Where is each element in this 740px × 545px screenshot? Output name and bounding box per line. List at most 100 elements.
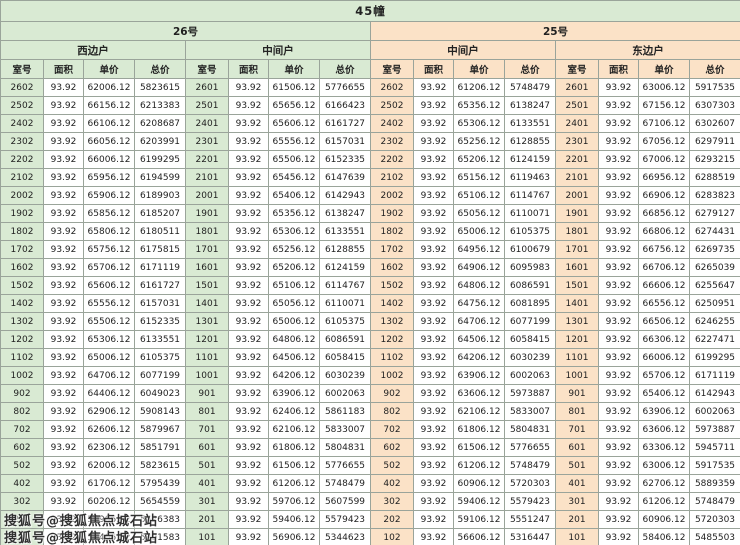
- cell-total: 6128855: [319, 240, 371, 259]
- cell-unit-price: 65606.12: [268, 114, 320, 133]
- cell-unit-price: 65506.12: [268, 150, 320, 169]
- cell-room: 802: [370, 402, 414, 421]
- unit-type-row: 西边户 中间户 中间户 东边户: [0, 40, 740, 60]
- cell-room: 101: [555, 528, 599, 545]
- cell-area: 93.92: [413, 438, 454, 457]
- col-header-room: 室号: [370, 59, 414, 79]
- cell-room: 702: [370, 420, 414, 439]
- table-row: 902 93.92 64406.12 6049023 901 93.92 63906.12 6…: [0, 384, 740, 403]
- cell-total: 6199295: [688, 348, 740, 367]
- cell-unit-price: 63006.12: [638, 78, 690, 97]
- cell-unit-price: 64206.12: [453, 348, 505, 367]
- cell-unit-price: 66606.12: [638, 276, 690, 295]
- cell-area: 93.92: [228, 240, 269, 259]
- cell-room: 902: [0, 384, 44, 403]
- col-header-unit-price: 单价: [453, 59, 505, 79]
- cell-room: 401: [185, 474, 229, 493]
- cell-unit-price: 61806.12: [453, 420, 505, 439]
- cell-area: 93.92: [413, 384, 454, 403]
- cell-room: 1601: [555, 258, 599, 277]
- cell-unit-price: 56906.12: [268, 528, 320, 545]
- cell-room: 1601: [185, 258, 229, 277]
- cell-room: 2001: [185, 186, 229, 205]
- cell-unit-price: 64506.12: [268, 348, 320, 367]
- cell-area: 93.92: [43, 96, 84, 115]
- cell-area: 93.92: [228, 114, 269, 133]
- table-row: 102 93.92 57406.12 5391583 101 93.92 56906.12 5…: [0, 528, 740, 545]
- cell-unit-price: 65106.12: [268, 276, 320, 295]
- cell-unit-price: 63606.12: [453, 384, 505, 403]
- cell-area: 93.92: [598, 312, 639, 331]
- col-header-area: 面积: [598, 59, 639, 79]
- cell-room: 1001: [185, 366, 229, 385]
- table-row: 1102 93.92 65006.12 6105375 1101 93.92 64506.1…: [0, 348, 740, 367]
- cell-area: 93.92: [228, 330, 269, 349]
- cell-unit-price: 60906.12: [638, 510, 690, 529]
- table-row: 2102 93.92 65956.12 6194599 2101 93.92 65456.1…: [0, 168, 740, 187]
- cell-unit-price: 65706.12: [83, 258, 135, 277]
- cell-area: 93.92: [43, 276, 84, 295]
- cell-total: 5833007: [319, 420, 371, 439]
- cell-room: 301: [185, 492, 229, 511]
- cell-unit-price: 65006.12: [268, 312, 320, 331]
- cell-room: 1602: [370, 258, 414, 277]
- cell-total: 5889359: [688, 474, 740, 493]
- cell-area: 93.92: [43, 456, 84, 475]
- cell-area: 93.92: [598, 204, 639, 223]
- table-row: 1002 93.92 64706.12 6077199 1001 93.92 64206.1…: [0, 366, 740, 385]
- cell-total: 5823615: [134, 456, 186, 475]
- cell-total: 6194599: [134, 168, 186, 187]
- cell-total: 5908143: [134, 402, 186, 421]
- cell-area: 93.92: [43, 510, 84, 529]
- cell-area: 93.92: [598, 276, 639, 295]
- cell-unit-price: 59406.12: [268, 510, 320, 529]
- cell-unit-price: 59906.12: [83, 510, 135, 529]
- table-row: 2502 93.92 66156.12 6213383 2501 93.92 65656.1…: [0, 96, 740, 115]
- cell-area: 93.92: [228, 528, 269, 545]
- cell-unit-price: 64406.12: [83, 384, 135, 403]
- cell-unit-price: 65306.12: [453, 114, 505, 133]
- cell-unit-price: 67006.12: [638, 150, 690, 169]
- col-header-room: 室号: [0, 59, 44, 79]
- cell-room: 2601: [185, 78, 229, 97]
- cell-unit-price: 66006.12: [638, 348, 690, 367]
- cell-unit-price: 65756.12: [83, 240, 135, 259]
- cell-total: 6180511: [134, 222, 186, 241]
- cell-room: 701: [555, 420, 599, 439]
- cell-unit-price: 63606.12: [638, 420, 690, 439]
- cell-room: 1401: [555, 294, 599, 313]
- cell-unit-price: 65806.12: [83, 222, 135, 241]
- cell-total: 6002063: [319, 384, 371, 403]
- cell-room: 2602: [370, 78, 414, 97]
- cell-area: 93.92: [413, 474, 454, 493]
- cell-room: 701: [185, 420, 229, 439]
- cell-area: 93.92: [43, 240, 84, 259]
- cell-unit-price: 59406.12: [453, 492, 505, 511]
- col-header-area: 面积: [413, 59, 454, 79]
- cell-room: 1201: [185, 330, 229, 349]
- cell-total: 6081895: [504, 294, 556, 313]
- cell-area: 93.92: [598, 366, 639, 385]
- cell-unit-price: 57406.12: [83, 528, 135, 545]
- cell-area: 93.92: [598, 510, 639, 529]
- cell-unit-price: 60206.12: [83, 492, 135, 511]
- table-row: 1302 93.92 65506.12 6152335 1301 93.92 65006.1…: [0, 312, 740, 331]
- cell-total: 6114767: [504, 186, 556, 205]
- cell-area: 93.92: [413, 258, 454, 277]
- cell-total: 5795439: [134, 474, 186, 493]
- cell-unit-price: 63906.12: [638, 402, 690, 421]
- cell-unit-price: 63306.12: [638, 438, 690, 457]
- cell-unit-price: 66806.12: [638, 222, 690, 241]
- cell-total: 6293215: [688, 150, 740, 169]
- cell-unit-price: 65356.12: [453, 96, 505, 115]
- table-row: 1402 93.92 65556.12 6157031 1401 93.92 65056.1…: [0, 294, 740, 313]
- cell-area: 93.92: [43, 474, 84, 493]
- col-header-total: 总价: [134, 59, 186, 79]
- table-row: 502 93.92 62006.12 5823615 501 93.92 61506.12 5…: [0, 456, 740, 475]
- cell-room: 2602: [0, 78, 44, 97]
- cell-area: 93.92: [228, 78, 269, 97]
- cell-room: 2002: [0, 186, 44, 205]
- cell-unit-price: 66306.12: [638, 330, 690, 349]
- cell-total: 6142943: [319, 186, 371, 205]
- cell-area: 93.92: [598, 240, 639, 259]
